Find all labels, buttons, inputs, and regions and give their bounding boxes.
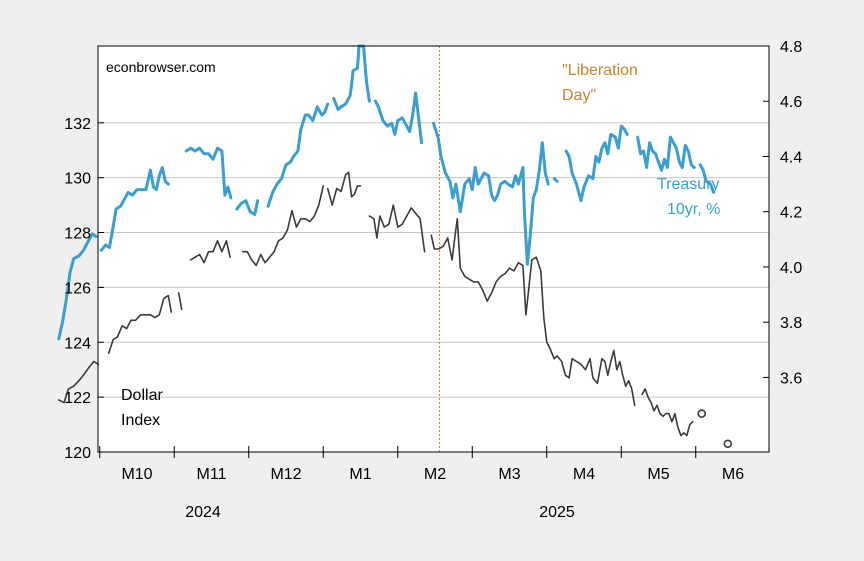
- dollar-line-segment: [641, 388, 694, 437]
- dollar-line-segment: [177, 292, 183, 311]
- left-tick-label: 126: [64, 280, 91, 297]
- treasury-label-line2: 10yr, %: [667, 201, 720, 218]
- dollar-line-segment: [57, 360, 100, 404]
- x-tick-label: M11: [197, 466, 227, 483]
- x-tick-label: M12: [270, 466, 301, 483]
- dollar-point: [723, 439, 733, 449]
- year-label-2024: 2024: [185, 504, 221, 521]
- right-tick-label: 4.4: [780, 149, 802, 166]
- x-tick-label: M5: [647, 466, 669, 483]
- right-tick-label: 4.6: [780, 94, 802, 111]
- treasury-line-segment: [636, 135, 696, 172]
- dollar-line-segment: [107, 294, 173, 355]
- right-tick-label: 4.2: [780, 205, 802, 222]
- dollar-label-line2: Index: [121, 412, 160, 429]
- watermark: econbrowser.com: [106, 59, 216, 75]
- right-axis: 3.6 3.8 4.0 4.2 4.4 4.6 4.8: [763, 39, 802, 387]
- plot-frame: [97, 45, 770, 453]
- dollar-line-segment: [242, 185, 325, 267]
- x-tick-label: M3: [498, 466, 520, 483]
- treasury-line-segment: [184, 146, 233, 200]
- right-tick-label: 3.8: [780, 315, 802, 332]
- year-label-2025: 2025: [539, 504, 575, 521]
- x-tick-label: M1: [349, 466, 371, 483]
- liberation-day-label-line2: Day": [562, 87, 596, 104]
- dollar-line-segment: [368, 204, 426, 253]
- treasury-line-segment: [266, 102, 330, 208]
- treasury-line-segment: [332, 44, 371, 111]
- treasury-line-segment: [432, 121, 550, 266]
- treasury-label-line1: Treasury: [657, 176, 720, 193]
- right-tick-label: 3.6: [780, 370, 802, 387]
- dollar-line-segment: [430, 218, 636, 407]
- left-tick-label: 122: [64, 390, 91, 407]
- x-tick-label: M10: [121, 466, 152, 483]
- treasury-line-segment: [373, 91, 424, 145]
- treasury-line-segment: [99, 166, 170, 252]
- treasury-line-segment: [552, 177, 559, 183]
- left-tick-label: 120: [64, 445, 91, 462]
- x-tick-label: M6: [722, 466, 744, 483]
- x-axis: M10 M11 M12 M1 M2 M3 M4 M5 M6: [99, 446, 744, 483]
- treasury-line-segment: [698, 163, 716, 194]
- treasury-line-segment: [57, 232, 98, 341]
- left-tick-label: 128: [64, 226, 91, 243]
- liberation-day-label-line1: "Liberation: [562, 62, 638, 79]
- series-lines: [57, 44, 733, 449]
- right-tick-label: 4.8: [780, 39, 802, 56]
- left-tick-label: 124: [64, 335, 91, 352]
- right-tick-label: 4.0: [780, 260, 802, 277]
- dollar-label-line1: Dollar: [121, 387, 163, 404]
- x-tick-label: M4: [573, 466, 595, 483]
- treasury-line-segment: [235, 199, 260, 216]
- dollar-line-segment: [326, 171, 362, 206]
- left-axis: 120 122 124 126 128 130 132: [64, 116, 104, 462]
- x-tick-label: M2: [424, 466, 446, 483]
- left-tick-label: 130: [64, 171, 91, 188]
- dollar-point: [697, 409, 707, 418]
- left-tick-label: 132: [64, 116, 91, 133]
- dollar-line-segment: [189, 240, 231, 264]
- treasury-line-segment: [564, 124, 629, 203]
